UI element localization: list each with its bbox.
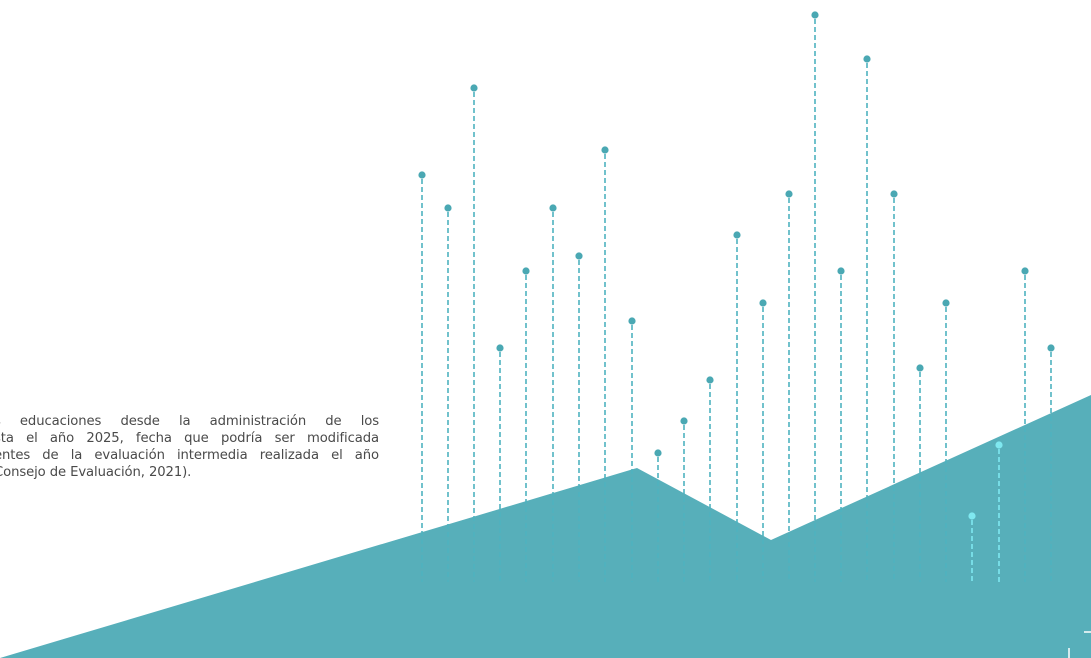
pin-dot [811,11,819,19]
pin-dot [968,512,976,520]
pin-dot [418,171,426,179]
pin-dot [549,204,557,212]
pin-dot [1047,344,1055,352]
pin-dot [942,299,950,307]
pin-dot [575,252,583,260]
pin-dot [837,267,845,275]
pin-dot [470,84,478,92]
paragraph-line-1: s educaciones desde la administración de… [0,414,379,429]
pin-dot [601,146,609,154]
pin-dot [496,344,504,352]
pin-dot [680,417,688,425]
paragraph-line-2: sta el año 2025, fecha que podría ser mo… [0,431,379,446]
pin-dot [863,55,871,63]
pin-dot [890,190,898,198]
body-paragraph: s educaciones desde la administración de… [0,413,379,481]
paragraph-line-3: entes de la evaluación intermedia realiz… [0,448,379,463]
pin-group [418,11,1055,582]
pin-dot [916,364,924,372]
mountain-shape [0,395,1091,658]
pin-dot [654,449,662,457]
pin-dot [733,231,741,239]
pin-dot [522,267,530,275]
corner-mark [1068,631,1091,658]
pin-dot [706,376,714,384]
pin-dot [444,204,452,212]
pin-dot [759,299,767,307]
pin-dot [628,317,636,325]
paragraph-line-4: Consejo de Evaluación, 2021). [0,465,192,480]
pin-dot [785,190,793,198]
pin-dot [1021,267,1029,275]
pin-dot [995,441,1003,449]
